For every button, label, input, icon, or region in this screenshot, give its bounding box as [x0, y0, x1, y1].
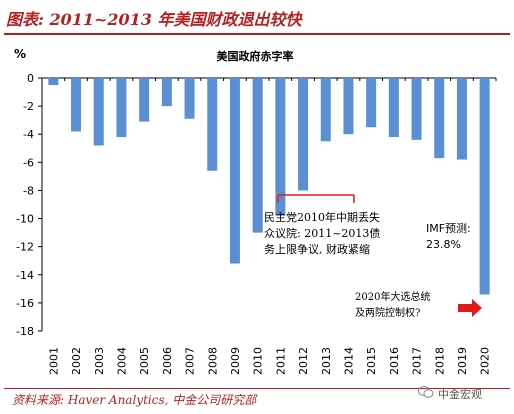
bar-2011 — [275, 78, 286, 216]
x-tick-label: 2003 — [93, 347, 106, 375]
bars — [48, 78, 490, 295]
x-tick-label: 2002 — [70, 347, 83, 375]
x-tick-label: 2017 — [411, 347, 424, 375]
y-tick-label: -12 — [16, 241, 34, 254]
x-tick-label: 2007 — [184, 347, 197, 375]
annotation-debt-ceiling: 民主党2010年中期丢失 众议院: 2011~2013债 务上限争议, 财政紧缩 — [264, 211, 381, 256]
bar-2004 — [116, 78, 127, 138]
bar-2016 — [388, 78, 399, 138]
bar-2007 — [184, 78, 195, 119]
x-tick-label: 2013 — [320, 347, 333, 375]
bar-2019 — [456, 78, 467, 160]
bar-2018 — [434, 78, 445, 159]
figure-title: 图表: 2011~2013 年美国财政退出较快 — [6, 10, 302, 29]
annotation-imf-forecast: IMF预测: 23.8% — [426, 222, 471, 251]
bar-2014 — [343, 78, 354, 135]
chart-title: 美国政府赤字率 — [217, 49, 294, 63]
bar-2010 — [252, 78, 263, 233]
bar-2020 — [479, 78, 490, 295]
bar-2009 — [229, 78, 240, 264]
bar-2003 — [93, 78, 104, 146]
x-tick-label: 2012 — [297, 347, 310, 375]
x-tick-label: 2001 — [47, 347, 60, 375]
y-tick-label: -10 — [16, 213, 34, 226]
y-tick-label: -18 — [16, 325, 34, 338]
bar-2006 — [161, 78, 172, 107]
x-tick-label: 2004 — [115, 347, 128, 375]
right-arrow-icon — [458, 299, 482, 317]
x-tick-label: 2005 — [138, 347, 151, 375]
bar-2001 — [48, 78, 59, 86]
y-tick-label: -14 — [16, 269, 34, 282]
x-tick-label: 2014 — [342, 347, 355, 375]
x-tick-label: 2006 — [161, 347, 174, 375]
y-tick-label: -16 — [16, 297, 34, 310]
y-tick-label: -4 — [23, 128, 34, 141]
y-tick-label: -6 — [23, 156, 34, 169]
bar-2012 — [298, 78, 309, 191]
wechat-icon — [418, 386, 434, 398]
y-axis-unit-label: % — [14, 47, 26, 61]
bar-2005 — [139, 78, 150, 122]
x-tick-label: 2019 — [456, 347, 469, 375]
x-tick-label: 2010 — [252, 347, 265, 375]
watermark: 中金宏观 — [438, 388, 482, 401]
y-axis: 0 -2 -4 -6 -8 -10 -12 -14 -16 -18 — [16, 72, 43, 338]
y-tick-label: 0 — [27, 72, 34, 85]
bar-2002 — [71, 78, 82, 132]
annotation-bracket — [277, 194, 355, 203]
bar-2015 — [366, 78, 377, 128]
x-tick-label: 2009 — [229, 347, 242, 375]
x-tick-label: 2011 — [274, 347, 287, 375]
top-rule — [4, 33, 510, 35]
y-tick-label: -2 — [23, 100, 34, 113]
source-note: 资料来源: Haver Analytics, 中金公司研究部 — [12, 393, 257, 407]
x-tick-label: 2018 — [433, 347, 446, 375]
x-tick-label: 2008 — [206, 347, 219, 375]
y-tick-label: -8 — [23, 184, 34, 197]
x-tick-label: 2016 — [388, 347, 401, 375]
bar-2013 — [320, 78, 331, 142]
x-tick-label: 2020 — [479, 347, 492, 375]
annotation-2020-election: 2020年大选总统 及两院控制权? — [355, 292, 431, 319]
bottom-rule — [4, 388, 510, 389]
bar-2008 — [207, 78, 218, 171]
bar-2017 — [411, 78, 422, 140]
x-tick-label: 2015 — [365, 347, 378, 375]
